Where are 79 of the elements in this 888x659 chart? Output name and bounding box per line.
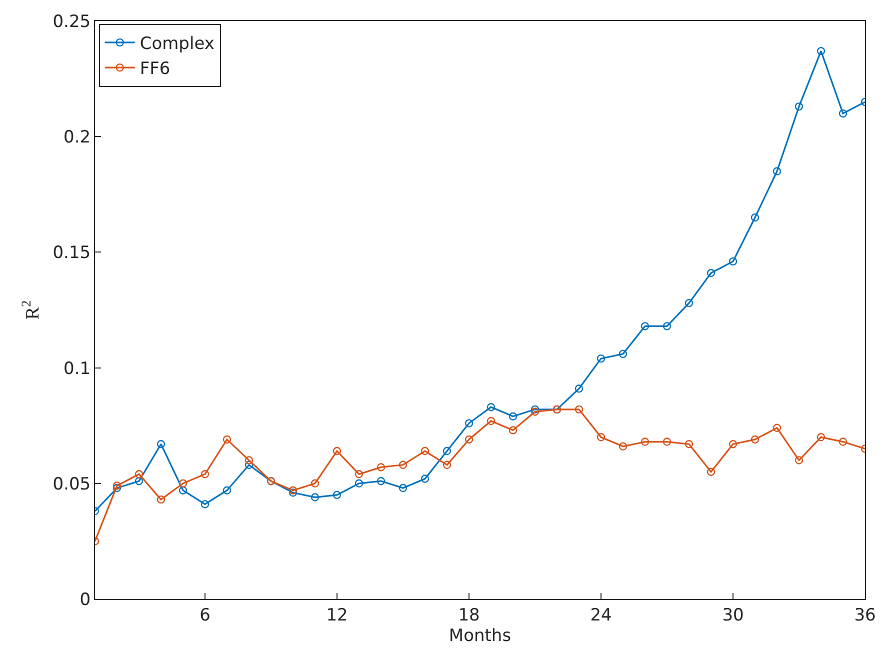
point <box>310 479 320 488</box>
y-tick-label: 0.2 <box>64 128 91 148</box>
point <box>178 486 188 494</box>
point <box>420 446 430 456</box>
point <box>112 484 122 492</box>
point <box>376 463 386 472</box>
x-tick-label: 30 <box>722 605 744 626</box>
point <box>728 257 738 266</box>
y-tick-label: 0.05 <box>52 474 91 494</box>
x-tick-label: 24 <box>590 605 612 626</box>
x-tick-label: 6 <box>200 605 210 626</box>
point <box>816 46 826 56</box>
point <box>838 438 848 446</box>
y-tick-label: 0.1 <box>64 358 91 379</box>
point <box>398 460 408 469</box>
point <box>288 488 298 497</box>
y-tick-label: 0.25 <box>52 12 91 32</box>
point <box>772 167 782 176</box>
point <box>200 470 210 478</box>
point <box>332 490 342 500</box>
y-tick-label: 0 <box>80 590 91 610</box>
point <box>354 479 364 488</box>
point <box>618 442 628 451</box>
y-tick-label: 0.15 <box>52 243 91 264</box>
point <box>244 460 254 469</box>
point <box>706 468 716 476</box>
point <box>288 486 298 494</box>
point <box>178 479 188 488</box>
point <box>486 416 496 426</box>
point <box>200 500 210 508</box>
point <box>772 424 782 432</box>
point <box>310 493 320 502</box>
point <box>596 433 606 442</box>
x-tick-label: 12 <box>326 605 348 626</box>
x-tick-label: 18 <box>458 605 480 626</box>
x-tick-label: 36 <box>854 605 876 626</box>
point <box>398 484 408 492</box>
point <box>530 408 540 416</box>
point <box>574 405 584 414</box>
point <box>222 486 232 494</box>
point <box>640 322 650 330</box>
point <box>222 435 232 444</box>
point <box>442 446 452 456</box>
point <box>244 456 254 464</box>
point <box>530 405 540 414</box>
point <box>838 109 848 118</box>
point <box>728 440 738 448</box>
point <box>134 470 144 478</box>
point <box>684 298 694 308</box>
point <box>464 419 474 428</box>
legend-label: FF6 <box>140 59 170 80</box>
point <box>662 438 672 446</box>
point <box>750 435 760 444</box>
point <box>508 426 518 434</box>
point <box>662 322 672 330</box>
point <box>486 403 496 412</box>
point <box>706 268 716 278</box>
point <box>618 350 628 358</box>
point <box>420 474 430 483</box>
point <box>156 495 166 504</box>
x-axis-title: Months <box>448 626 512 646</box>
point <box>376 476 386 486</box>
point <box>640 438 650 446</box>
point <box>112 482 122 490</box>
point <box>354 470 364 478</box>
point <box>794 456 804 464</box>
point <box>508 412 518 420</box>
point <box>464 435 474 444</box>
point <box>442 460 452 469</box>
point <box>574 384 584 393</box>
legend-label: Complex <box>140 34 214 54</box>
point <box>156 440 166 448</box>
point <box>750 213 760 222</box>
point <box>816 433 826 442</box>
point <box>134 476 144 486</box>
point <box>794 102 804 111</box>
point <box>684 440 694 448</box>
point <box>332 446 342 456</box>
point <box>596 354 606 363</box>
